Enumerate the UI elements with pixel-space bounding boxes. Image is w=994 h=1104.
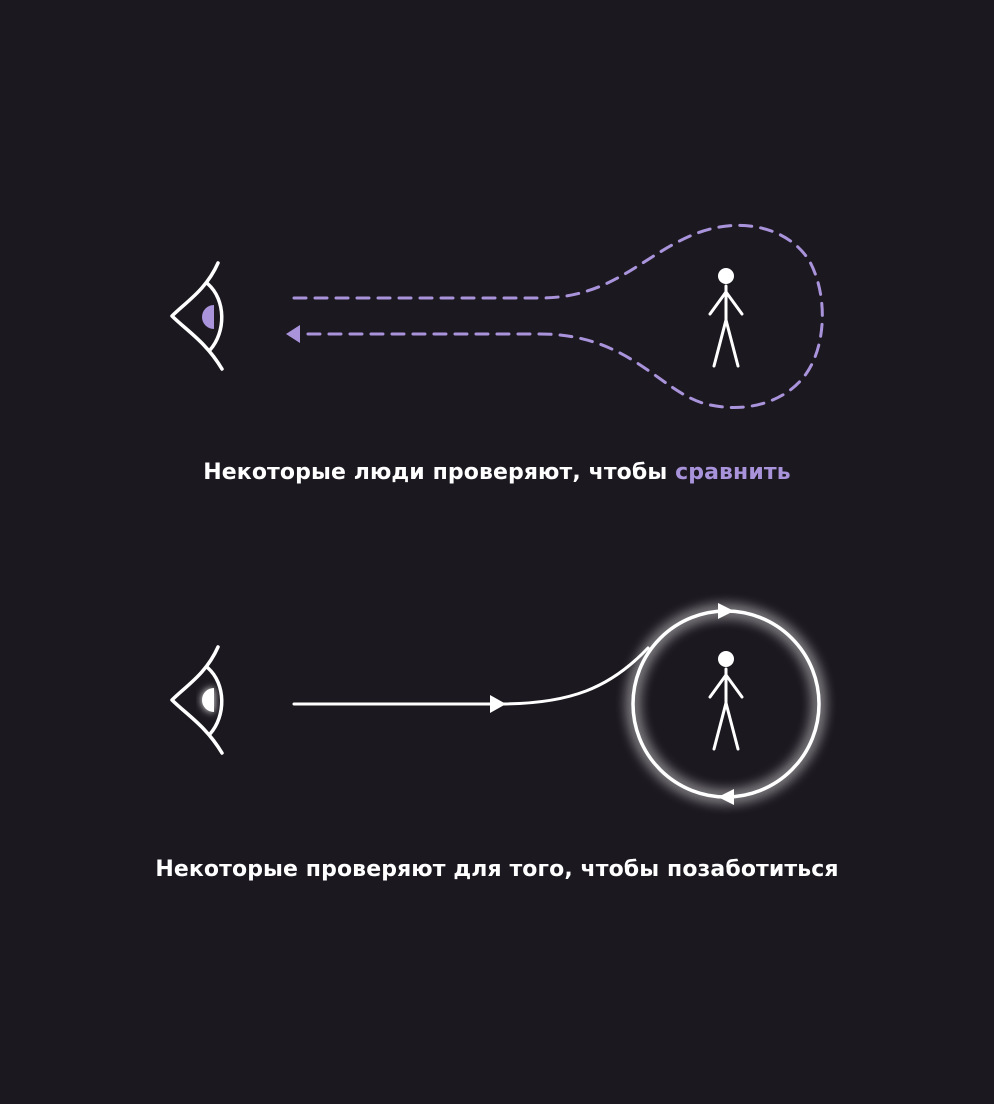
eye-icon — [170, 645, 224, 755]
eye-icon — [170, 261, 224, 371]
person-icon — [708, 268, 744, 368]
arrow-icon — [718, 789, 734, 805]
eye-pupil — [202, 688, 214, 712]
diagram-compare — [170, 223, 824, 409]
arrow-icon — [490, 695, 506, 713]
diagram-care — [170, 603, 821, 805]
dashed-loop-path — [292, 223, 824, 409]
caption-compare-accent: сравнить — [675, 460, 791, 485]
arrow-icon — [718, 603, 734, 619]
caption-compare-main: Некоторые люди проверяют, чтобы — [203, 460, 676, 485]
person-icon — [708, 651, 744, 751]
caption-compare: Некоторые люди проверяют, чтобы сравнить — [0, 460, 994, 485]
arrow-icon — [286, 325, 300, 343]
caption-care-main: Некоторые проверяют для того, чтобы поза… — [155, 857, 839, 882]
caption-care: Некоторые проверяют для того, чтобы поза… — [0, 857, 994, 882]
solid-path — [292, 646, 650, 706]
eye-pupil — [202, 305, 214, 329]
